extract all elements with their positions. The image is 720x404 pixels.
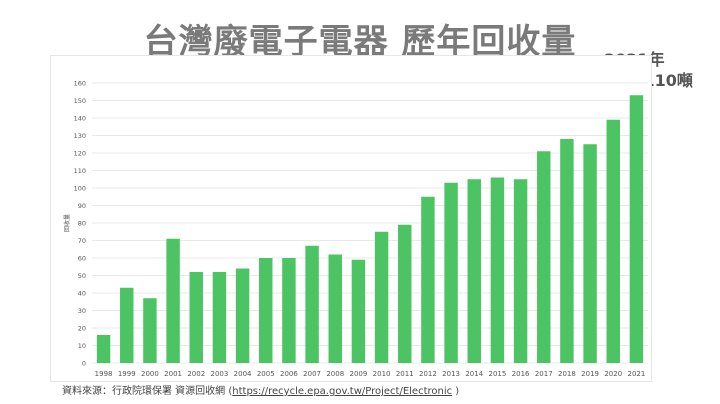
y-tick-label: 140 <box>74 115 86 123</box>
bar-1999 <box>120 287 134 363</box>
bar-2017 <box>537 151 551 363</box>
bar-2007 <box>305 245 319 363</box>
x-tick-label: 2021 <box>628 370 646 378</box>
source-note: 資料來源：行政院環保署 資源回收網 (https://recycle.epa.g… <box>62 385 459 398</box>
y-tick-label: 110 <box>74 167 86 175</box>
bar-2004 <box>235 268 250 363</box>
bar-2014 <box>467 179 481 363</box>
x-tick-label: 1999 <box>118 370 136 378</box>
y-tick-label: 150 <box>74 97 86 105</box>
bar-2008 <box>328 254 342 363</box>
y-tick-label: 50 <box>78 272 86 280</box>
y-tick-label: 30 <box>78 307 86 315</box>
y-tick-label: 100 <box>74 185 86 193</box>
x-tick-label: 2002 <box>187 370 205 378</box>
bar-2016 <box>513 179 528 363</box>
y-tick-label: 120 <box>74 150 86 158</box>
bar-2013 <box>444 182 458 363</box>
bar-2015 <box>490 177 505 363</box>
bar-2000 <box>143 298 157 363</box>
x-tick-label: 2007 <box>303 370 321 378</box>
bar-2018 <box>560 139 574 363</box>
x-tick-label: 2010 <box>373 370 391 378</box>
y-tick-label: 90 <box>78 202 86 210</box>
bar-2011 <box>398 224 412 363</box>
y-axis-title: 回收量 <box>63 214 71 232</box>
bar-2006 <box>282 258 296 363</box>
x-tick-label: 2018 <box>558 370 576 378</box>
source-prefix: 資料來源：行政院環保署 資源回收網 ( <box>62 386 233 397</box>
x-tick-label: 2020 <box>604 370 622 378</box>
y-tick-label: 40 <box>78 290 86 298</box>
x-tick-label: 2004 <box>234 370 252 378</box>
x-tick-label: 2006 <box>280 370 298 378</box>
y-tick-label: 10 <box>78 342 86 350</box>
y-tick-label: 160 <box>74 80 86 88</box>
x-tick-label: 2003 <box>211 370 229 378</box>
x-tick-label: 2005 <box>257 370 275 378</box>
x-tick-label: 2016 <box>512 370 530 378</box>
bar-2010 <box>374 231 389 363</box>
bar-2003 <box>212 272 227 363</box>
x-tick-label: 2008 <box>326 370 344 378</box>
y-tick-label: 20 <box>78 325 86 333</box>
x-tick-label: 2019 <box>581 370 599 378</box>
source-suffix: ) <box>452 386 460 397</box>
bar-2012 <box>421 196 435 363</box>
bar-2005 <box>259 258 273 363</box>
bar-2009 <box>351 259 366 363</box>
y-tick-label: 80 <box>78 220 86 228</box>
source-link[interactable]: https://recycle.epa.gov.tw/Project/Elect… <box>232 386 453 397</box>
bar-2002 <box>189 272 203 363</box>
x-tick-label: 2000 <box>141 370 159 378</box>
bar-1998 <box>96 335 111 363</box>
x-tick-label: 2012 <box>419 370 437 378</box>
y-tick-label: 0 <box>82 360 86 368</box>
x-tick-label: 2014 <box>465 370 483 378</box>
bar-2021 <box>629 95 644 363</box>
bar-2020 <box>606 119 620 363</box>
x-tick-label: 2015 <box>489 370 507 378</box>
x-tick-label: 1998 <box>95 370 113 378</box>
x-tick-label: 2013 <box>442 370 460 378</box>
y-tick-label: 60 <box>78 255 86 263</box>
x-tick-label: 2001 <box>164 370 182 378</box>
y-tick-label: 70 <box>78 237 86 245</box>
bar-2001 <box>166 238 180 363</box>
x-tick-label: 2017 <box>535 370 553 378</box>
bar-2019 <box>583 144 597 363</box>
x-tick-label: 2009 <box>350 370 368 378</box>
y-tick-label: 130 <box>74 132 86 140</box>
x-tick-label: 2011 <box>396 370 414 378</box>
